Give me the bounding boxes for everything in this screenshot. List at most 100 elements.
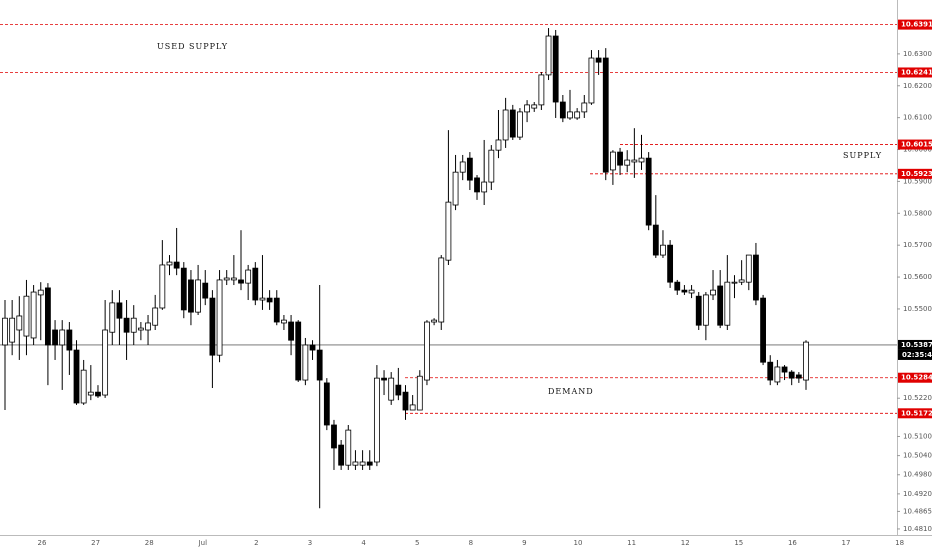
candle-body xyxy=(681,289,688,293)
x-tick-label: 17 xyxy=(842,539,851,547)
candle-body xyxy=(109,302,116,333)
candle-body xyxy=(724,281,731,326)
candle-body xyxy=(130,317,137,333)
y-tick-label: 10.48100 xyxy=(903,525,932,533)
candle-body xyxy=(2,317,8,346)
candle-body xyxy=(137,327,144,331)
level-label-box xyxy=(898,168,932,179)
candle-body xyxy=(188,279,194,313)
candle-body xyxy=(717,285,724,326)
annotation: SUPPLY xyxy=(843,151,882,160)
candle-body xyxy=(459,161,466,173)
y-tick-label: 10.56000 xyxy=(903,273,932,281)
candle-body xyxy=(731,281,738,284)
candle-body xyxy=(223,277,230,281)
x-tick-label: 12 xyxy=(681,539,690,547)
candle-body xyxy=(517,111,523,138)
candle-body xyxy=(509,109,516,138)
candle-body xyxy=(688,289,695,294)
x-tick-label: 4 xyxy=(361,539,366,547)
candle-body xyxy=(545,35,552,76)
level-label: 10.51727 xyxy=(901,409,932,417)
candle-body xyxy=(216,279,223,356)
candle-body xyxy=(16,315,23,331)
x-tick-label: 15 xyxy=(734,539,743,547)
candle-body xyxy=(438,257,445,323)
candle-body xyxy=(309,344,316,351)
candle-body xyxy=(359,461,366,466)
level-label-box xyxy=(898,372,932,383)
candle-body xyxy=(617,151,623,166)
candle-body xyxy=(73,349,80,404)
candle-body xyxy=(552,35,559,103)
candle-body xyxy=(595,57,602,63)
level-label-box xyxy=(898,19,932,30)
candle-body xyxy=(245,269,252,284)
y-tick-label: 10.49800 xyxy=(903,471,932,479)
candle-body xyxy=(395,384,402,396)
level-label: 10.53871 xyxy=(901,341,932,349)
candle-body xyxy=(660,244,666,256)
candle-body xyxy=(238,279,244,284)
candle-body xyxy=(352,461,359,466)
candle-body xyxy=(431,319,438,323)
candle-body xyxy=(388,377,395,401)
y-tick-label: 10.58000 xyxy=(903,209,932,217)
candle-body xyxy=(338,444,345,466)
y-tick-label: 10.59000 xyxy=(903,177,932,185)
candle-body xyxy=(173,261,180,269)
candle-body xyxy=(667,244,674,283)
level-label: 10.60156 xyxy=(901,141,932,149)
y-tick-label: 10.61000 xyxy=(903,114,932,122)
level-label: 10.59238 xyxy=(901,170,932,178)
x-tick-label: 5 xyxy=(415,539,419,547)
candle-body xyxy=(695,295,702,326)
candle-body xyxy=(123,317,130,333)
candle-body xyxy=(87,391,94,396)
candle-body xyxy=(95,391,101,397)
candle-body xyxy=(488,149,495,183)
candle-body xyxy=(652,224,659,256)
candle-body xyxy=(145,322,151,331)
candle-body xyxy=(524,104,530,113)
candle-body xyxy=(638,157,645,163)
x-tick-label: 11 xyxy=(627,539,636,547)
candle-body xyxy=(373,377,380,463)
candle-body xyxy=(631,159,638,163)
candle-body xyxy=(80,369,87,404)
candle-body xyxy=(588,57,595,104)
candle-body xyxy=(381,377,387,381)
x-tick-label: 28 xyxy=(145,539,154,547)
candle-body xyxy=(738,279,745,283)
candle-body xyxy=(66,329,73,351)
x-tick-label: 10 xyxy=(574,539,583,547)
candle-body xyxy=(424,321,430,381)
level-label: 10.52843 xyxy=(901,374,932,382)
candle-body xyxy=(116,302,123,319)
candle-body xyxy=(166,261,173,266)
candle-body xyxy=(209,297,216,356)
candle-body xyxy=(230,277,237,281)
candle-body xyxy=(252,267,259,301)
y-tick-label: 10.50400 xyxy=(903,452,932,460)
candle-body xyxy=(52,329,58,346)
candle-body xyxy=(574,111,581,119)
x-tick-label: 27 xyxy=(91,539,100,547)
x-tick-label: 2 xyxy=(254,539,258,547)
y-tick-label: 10.51000 xyxy=(903,432,932,440)
x-tick-label: 18 xyxy=(895,539,904,547)
candle-body xyxy=(531,104,538,109)
candle-body xyxy=(59,329,66,346)
candle-body xyxy=(416,375,423,411)
x-tick-label: 8 xyxy=(469,539,473,547)
candle-body xyxy=(581,102,588,113)
candle-body xyxy=(281,319,287,324)
candle-body xyxy=(45,287,51,346)
annotation: DEMAND xyxy=(548,387,594,396)
candle-body xyxy=(288,321,294,341)
candle-body xyxy=(753,254,759,301)
candle-body xyxy=(345,429,352,466)
level-label-box xyxy=(898,339,932,350)
candle-body xyxy=(30,291,37,339)
